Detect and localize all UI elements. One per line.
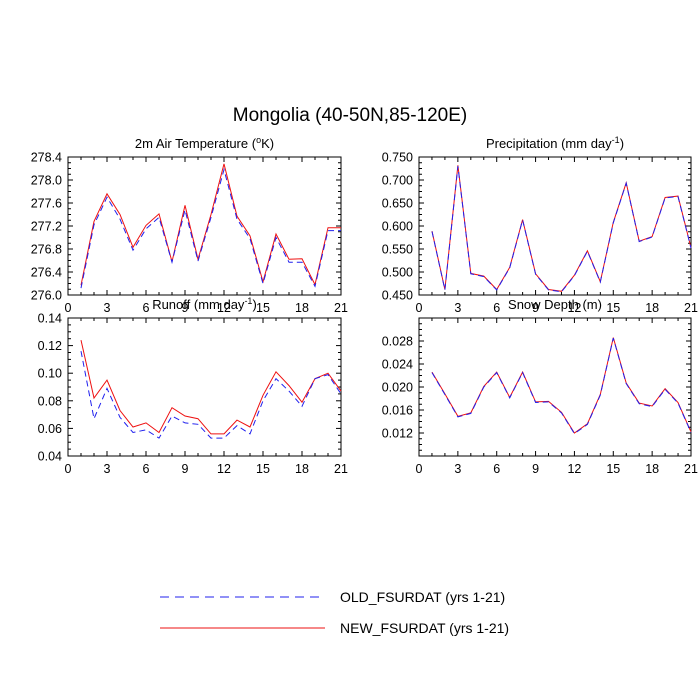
y-tick-label: 0.14 bbox=[38, 312, 62, 326]
x-tick-label: 0 bbox=[416, 462, 423, 476]
figure-title: Mongolia (40-50N,85-120E) bbox=[233, 105, 467, 126]
y-tick-label: 0.10 bbox=[38, 367, 62, 381]
x-tick-label: 12 bbox=[217, 301, 231, 315]
x-tick-label: 9 bbox=[182, 301, 189, 315]
x-tick-label: 3 bbox=[454, 301, 461, 315]
y-tick-label: 0.750 bbox=[382, 151, 413, 165]
y-tick-label: 276.8 bbox=[31, 243, 62, 257]
x-tick-label: 15 bbox=[606, 462, 620, 476]
y-tick-label: 0.016 bbox=[382, 404, 413, 418]
panels: 2m Air Temperature (oK) 0 3 6 9 12 15 18 21 276.0… bbox=[31, 135, 698, 476]
x-tick-label: 0 bbox=[416, 301, 423, 315]
x-tick-label: 18 bbox=[645, 301, 659, 315]
y-tick-label: 0.020 bbox=[382, 381, 413, 395]
y-tick-label: 276.4 bbox=[31, 266, 62, 280]
x-tick-label: 12 bbox=[217, 462, 231, 476]
y-tick-label: 276.0 bbox=[31, 289, 62, 303]
plot-frame bbox=[67, 156, 342, 296]
x-tick-label: 3 bbox=[454, 462, 461, 476]
x-tick-label: 6 bbox=[143, 301, 150, 315]
x-tick-label: 6 bbox=[143, 462, 150, 476]
y-tick-label: 277.6 bbox=[31, 197, 62, 211]
y-tick-label: 278.0 bbox=[31, 174, 62, 188]
panel-title: Snow Depth (m) bbox=[508, 297, 602, 312]
x-tick-label: 21 bbox=[334, 462, 348, 476]
x-tick-label: 6 bbox=[493, 301, 500, 315]
y-tick-label: 0.650 bbox=[382, 197, 413, 211]
y-tick-label: 0.024 bbox=[382, 358, 413, 372]
x-tick-label: 3 bbox=[104, 462, 111, 476]
x-tick-label: 18 bbox=[295, 301, 309, 315]
legend-old-label: OLD_FSURDAT (yrs 1-21) bbox=[340, 589, 505, 605]
y-tick-label: 278.4 bbox=[31, 151, 62, 165]
panel-title: 2m Air Temperature (oK) bbox=[135, 135, 274, 151]
x-tick-label: 0 bbox=[65, 462, 72, 476]
x-tick-label: 21 bbox=[334, 301, 348, 315]
y-tick-label: 0.450 bbox=[382, 289, 413, 303]
panel-3: Runoff (mm day-1) 0 3 6 9 12 15 18 21 0.04 0.06 0.0… bbox=[38, 296, 348, 476]
x-tick-label: 9 bbox=[532, 301, 539, 315]
y-tick-label: 0.600 bbox=[382, 220, 413, 234]
plot-frame bbox=[418, 317, 692, 457]
y-tick-label: 0.500 bbox=[382, 266, 413, 280]
y-tick-label: 0.700 bbox=[382, 174, 413, 188]
y-tick-label: 0.550 bbox=[382, 243, 413, 257]
plot-frame bbox=[67, 317, 342, 457]
y-tick-label: 0.012 bbox=[382, 427, 413, 441]
x-tick-label: 15 bbox=[256, 462, 270, 476]
x-tick-label: 18 bbox=[645, 462, 659, 476]
series-line-old bbox=[80, 167, 341, 289]
x-tick-label: 6 bbox=[493, 462, 500, 476]
x-tick-label: 9 bbox=[182, 462, 189, 476]
x-tick-label: 12 bbox=[567, 462, 581, 476]
y-tick-label: 0.12 bbox=[38, 339, 62, 353]
panel-4: Snow Depth (m) 0 3 6 9 12 15 18 21 0.012 0.016 0.02… bbox=[382, 297, 698, 476]
series-line-new bbox=[80, 339, 342, 435]
x-tick-label: 18 bbox=[295, 462, 309, 476]
x-tick-label: 21 bbox=[684, 462, 698, 476]
series-line-old bbox=[431, 337, 692, 435]
x-tick-label: 9 bbox=[532, 462, 539, 476]
x-tick-label: 15 bbox=[606, 301, 620, 315]
legend: OLD_FSURDAT (yrs 1-21) NEW_FSURDAT (yrs … bbox=[160, 589, 509, 636]
panel-title: Precipitation (mm day-1) bbox=[486, 135, 624, 151]
y-tick-label: 277.2 bbox=[31, 220, 62, 234]
x-tick-label: 15 bbox=[256, 301, 270, 315]
y-tick-label: 0.028 bbox=[382, 335, 413, 349]
x-tick-label: 21 bbox=[684, 301, 698, 315]
panel-title: Runoff (mm day-1) bbox=[152, 296, 257, 312]
series-line-new bbox=[80, 163, 341, 287]
legend-new-label: NEW_FSURDAT (yrs 1-21) bbox=[340, 620, 509, 636]
series-line-old bbox=[80, 351, 342, 439]
y-tick-label: 0.08 bbox=[38, 394, 62, 408]
x-tick-label: 12 bbox=[567, 301, 581, 315]
x-tick-label: 3 bbox=[104, 301, 111, 315]
y-tick-label: 0.06 bbox=[38, 422, 62, 436]
series-line-new bbox=[431, 337, 692, 434]
panel-1: 2m Air Temperature (oK) 0 3 6 9 12 15 18 21 276.0… bbox=[31, 135, 348, 315]
y-tick-label: 0.04 bbox=[38, 450, 62, 464]
panel-2: Precipitation (mm day-1) 0 3 6 9 12 15 18 21 0.45… bbox=[382, 135, 698, 315]
x-tick-label: 0 bbox=[65, 301, 72, 315]
series-line-old bbox=[431, 166, 692, 293]
